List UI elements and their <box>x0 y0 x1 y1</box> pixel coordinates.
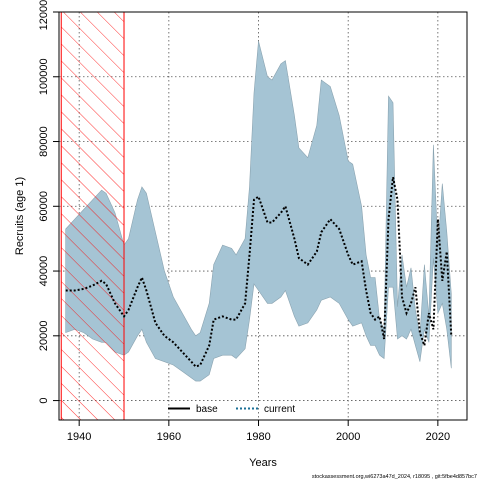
hatched-region <box>60 12 125 420</box>
legend-base-label: base <box>196 404 218 415</box>
x-tick-label: 1980 <box>246 431 270 443</box>
y-tick-label: 80000 <box>38 126 50 157</box>
x-tick-label: 2000 <box>336 431 360 443</box>
current-series-line <box>65 176 453 368</box>
x-axis-title: Years <box>249 457 277 469</box>
y-tick-label: 40000 <box>38 256 50 287</box>
plot-frame <box>58 11 468 421</box>
y-tick-label: 120000 <box>38 0 50 30</box>
footer-credit: stockassessment.org,wi6273a47d_2024, r18… <box>312 474 477 480</box>
legend: base current <box>168 404 295 415</box>
x-axis: 1940 1960 1980 2000 2020 <box>67 420 450 443</box>
legend-current-label: current <box>264 404 295 415</box>
x-tick-label: 2020 <box>426 431 450 443</box>
y-tick-label: 20000 <box>38 321 50 352</box>
y-tick-label: 100000 <box>38 58 50 95</box>
x-tick-label: 1940 <box>67 431 91 443</box>
y-axis: 0 20000 40000 60000 80000 100000 120000 <box>38 0 59 404</box>
hatched-area <box>60 12 125 420</box>
x-tick-label: 1960 <box>157 431 181 443</box>
confidence-band <box>65 41 452 382</box>
y-tick-label: 60000 <box>38 191 50 222</box>
y-tick-label: 0 <box>38 398 50 404</box>
y-axis-title: Recruits (age 1) <box>14 177 26 255</box>
